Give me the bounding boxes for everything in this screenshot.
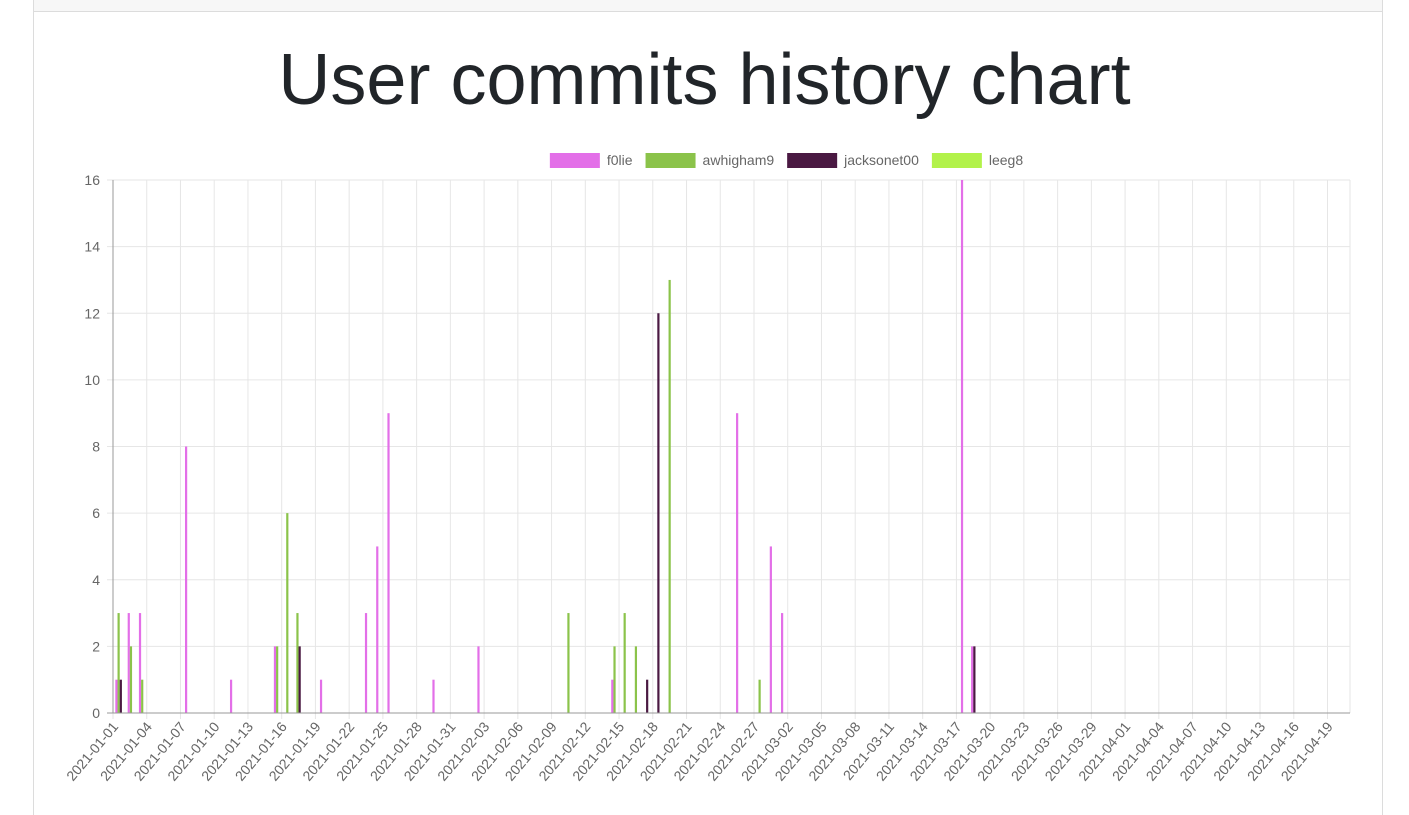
bar-f0lie-2021-01-29[interactable] bbox=[432, 679, 435, 713]
bar-f0lie-2021-01-23[interactable] bbox=[364, 613, 368, 713]
bar-f0lie-2021-02-14[interactable] bbox=[611, 679, 614, 713]
y-axis-labels: 0 2 4 6 8 10 12 14 16 bbox=[84, 172, 100, 721]
bar-awhigham9-2021-01-15[interactable] bbox=[276, 646, 279, 713]
bar-f0lie-2021-03-01[interactable] bbox=[781, 613, 784, 713]
bar-f0lie-2021-01-25[interactable] bbox=[387, 413, 390, 713]
bar-f0lie-2021-02-25[interactable] bbox=[736, 413, 739, 713]
y-tick-label: 10 bbox=[84, 372, 100, 388]
legend-item-f0lie[interactable]: f0lie bbox=[549, 152, 633, 168]
bar-f0lie-2021-01-03[interactable] bbox=[138, 613, 142, 713]
bar-f0lie-2021-02-28[interactable] bbox=[769, 546, 772, 713]
y-tick-label: 14 bbox=[84, 239, 100, 255]
legend-swatch bbox=[549, 153, 600, 168]
bar-jacksonet00-2021-02-18[interactable] bbox=[657, 313, 660, 713]
chart-bars bbox=[115, 180, 976, 714]
legend-label: leeg8 bbox=[989, 152, 1023, 168]
bar-awhigham9-2021-02-14[interactable] bbox=[613, 646, 616, 713]
bar-f0lie-2021-02-02[interactable] bbox=[477, 646, 480, 713]
legend-label: f0lie bbox=[607, 152, 633, 168]
bar-awhigham9-2021-01-03[interactable] bbox=[141, 679, 144, 713]
bar-f0lie-2021-01-02[interactable] bbox=[127, 613, 130, 713]
bar-awhigham9-2021-01-17[interactable] bbox=[296, 613, 299, 713]
bar-f0lie-2021-01-19[interactable] bbox=[319, 679, 323, 713]
chart-grid bbox=[107, 179, 1351, 719]
y-tick-label: 12 bbox=[84, 305, 100, 321]
bar-jacksonet00-2021-03-18[interactable] bbox=[973, 646, 976, 713]
bar-awhigham9-2021-01-01[interactable] bbox=[117, 613, 120, 713]
bar-jacksonet00-2021-01-01[interactable] bbox=[119, 679, 122, 713]
legend-swatch bbox=[787, 153, 838, 168]
legend-item-leeg8[interactable]: leeg8 bbox=[931, 152, 1023, 168]
page-title: User commits history chart bbox=[278, 40, 1131, 120]
legend-item-jacksonet00[interactable]: jacksonet00 bbox=[787, 152, 919, 168]
legend-swatch bbox=[645, 153, 696, 168]
bar-f0lie-2021-01-15[interactable] bbox=[273, 646, 277, 713]
bar-jacksonet00-2021-01-17[interactable] bbox=[298, 646, 301, 713]
y-tick-label: 0 bbox=[92, 705, 100, 721]
bar-awhigham9-2021-02-27[interactable] bbox=[758, 679, 761, 713]
bar-f0lie-2021-01-24[interactable] bbox=[376, 546, 379, 713]
top-panel-strip bbox=[33, 0, 1383, 12]
legend-item-awhigham9[interactable]: awhigham9 bbox=[645, 152, 775, 168]
chart-card bbox=[33, 12, 1383, 815]
y-tick-label: 4 bbox=[92, 572, 100, 588]
bar-awhigham9-2021-02-16[interactable] bbox=[634, 646, 638, 713]
bar-f0lie-2021-03-18[interactable] bbox=[971, 646, 974, 713]
bar-awhigham9-2021-02-19[interactable] bbox=[668, 279, 671, 713]
bar-awhigham9-2021-01-02[interactable] bbox=[129, 646, 133, 713]
y-tick-label: 2 bbox=[92, 638, 100, 654]
y-tick-label: 6 bbox=[92, 505, 100, 521]
bar-jacksonet00-2021-02-17[interactable] bbox=[646, 679, 649, 713]
chart-legend: f0lie awhigham9 jacksonet00 leeg8 bbox=[549, 152, 1023, 168]
legend-swatch bbox=[931, 153, 982, 168]
y-tick-label: 16 bbox=[84, 172, 100, 188]
bar-f0lie-2021-01-07[interactable] bbox=[184, 446, 188, 714]
bar-awhigham9-2021-02-15[interactable] bbox=[623, 613, 626, 713]
y-tick-label: 8 bbox=[92, 439, 100, 455]
bar-f0lie-2021-01-01[interactable] bbox=[115, 679, 118, 713]
legend-label: jacksonet00 bbox=[843, 152, 919, 168]
bar-awhigham9-2021-02-10[interactable] bbox=[567, 613, 570, 713]
bar-f0lie-2021-01-11[interactable] bbox=[229, 679, 233, 713]
x-axis-labels: 2021-01-012021-01-042021-01-072021-01-10… bbox=[63, 718, 1336, 783]
bar-awhigham9-2021-01-16[interactable] bbox=[286, 513, 289, 713]
legend-label: awhigham9 bbox=[703, 152, 775, 168]
bar-f0lie-2021-03-17[interactable] bbox=[960, 180, 964, 713]
chart-axes bbox=[107, 180, 1350, 714]
